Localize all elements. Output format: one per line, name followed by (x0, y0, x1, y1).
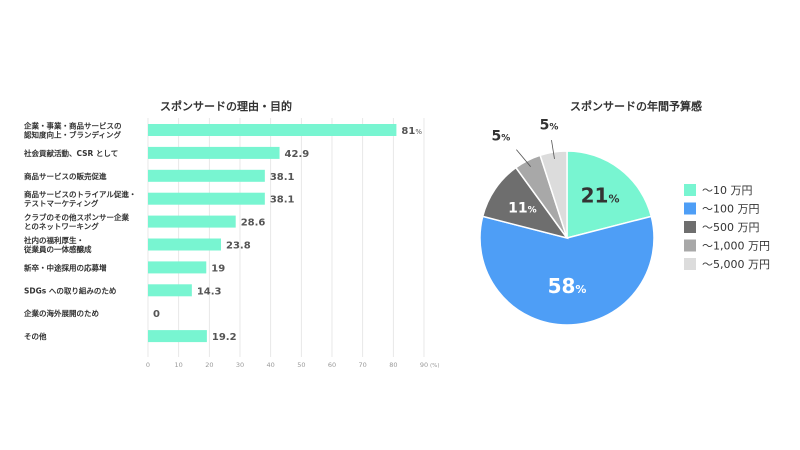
bar-chart-panel: スポンサードの理由・目的 0 10 20 30 40 50 60 70 80 90 (%) 81% 企業… (23, 100, 440, 369)
pie-slice-label: 21% (581, 184, 620, 208)
category-label: 企業の海外展開のため (23, 308, 99, 318)
pie-slice (479, 215, 655, 326)
bar-value-label: 38.1 (270, 195, 295, 206)
bar-chart-svg: 0 10 20 30 40 50 60 70 80 90 (%) 81% 企業・事業・商品サービスの認知… (23, 118, 440, 369)
bar (148, 192, 265, 205)
legend-label: ～500 万円 (702, 221, 760, 234)
bar (148, 238, 221, 251)
bar (148, 124, 397, 136)
bar-chart-title: スポンサードの理由・目的 (160, 100, 292, 113)
bar-value-label: 81% (401, 126, 422, 137)
pie-slice-label: 5% (491, 129, 510, 145)
bar-value-label: 0 (153, 309, 160, 320)
pie-slice-label: 5% (540, 118, 559, 134)
bar (148, 146, 280, 159)
bar-value-label: 38.1 (270, 172, 295, 183)
category-label: 企業・事業・商品サービスの認知度向上・ブランディング (23, 121, 122, 140)
bar (148, 330, 207, 343)
pie-slice-label: 11% (508, 201, 537, 217)
x-tick-label: 40 (267, 361, 275, 369)
legend-label: ～10 万円 (702, 184, 753, 197)
pie-slice (566, 150, 653, 239)
x-tick-label: 70 (359, 361, 367, 369)
legend-label: ～5,000 万円 (702, 258, 770, 271)
category-label: 商品サービスのトライアル促進・テストマーケティング (24, 189, 136, 208)
pie-slice-label: 58% (548, 274, 587, 298)
x-tick-label: 20 (205, 361, 213, 369)
x-unit-label: (%) (430, 363, 440, 369)
category-label: クラブのその他スポンサー企業とのネットワーキング (24, 212, 129, 231)
bar-value-label: 19.2 (212, 332, 237, 343)
pie-leader-line (516, 149, 531, 167)
category-label: 新卒・中途採用の応募増 (24, 262, 107, 272)
legend-swatch (684, 239, 696, 252)
pie-chart-svg: 21% 58% 11% 5% 5% ～10 万円 ～100 万円 ～500 万円 ～1,000 … (479, 118, 770, 326)
x-tick-label: 30 (236, 361, 244, 369)
category-label: 社内の福利厚生・従業員の一体感醸成 (23, 235, 92, 254)
bar-value-label: 28.6 (241, 218, 266, 229)
bar-value-label: 19 (211, 263, 225, 274)
bar (148, 169, 265, 182)
x-tick-label: 0 (146, 361, 150, 369)
bar-value-label: 42.9 (285, 149, 310, 160)
legend-swatch (684, 202, 696, 215)
x-tick-label: 60 (328, 361, 336, 369)
bar-value-label: 23.8 (226, 241, 251, 252)
category-label: SDGs への取り組みのため (24, 285, 116, 295)
x-tick-label: 50 (297, 361, 305, 369)
x-tick-label: 90 (420, 361, 428, 369)
bar (148, 284, 192, 297)
legend-swatch (684, 184, 696, 196)
pie-chart-title: スポンサードの年間予算感 (570, 100, 702, 113)
pie-leader-line (551, 139, 555, 160)
x-tick-label: 10 (175, 361, 183, 369)
bar-value-label: 14.3 (197, 286, 222, 297)
x-tick-label: 80 (389, 361, 397, 369)
bar (148, 261, 207, 274)
category-label: その他 (24, 331, 47, 341)
category-label: 商品サービスの販売促進 (24, 171, 107, 181)
legend-label: ～1,000 万円 (702, 240, 770, 253)
legend-label: ～100 万円 (702, 203, 760, 216)
legend-swatch (684, 258, 696, 270)
category-label: 社会貢献活動、CSR として (23, 148, 118, 158)
pie-chart-panel: スポンサードの年間予算感 21% 58% 11% 5% 5% ～10 万円 ～100 万円 ～… (460, 0, 800, 450)
legend-swatch (684, 221, 696, 233)
bar (148, 215, 236, 228)
